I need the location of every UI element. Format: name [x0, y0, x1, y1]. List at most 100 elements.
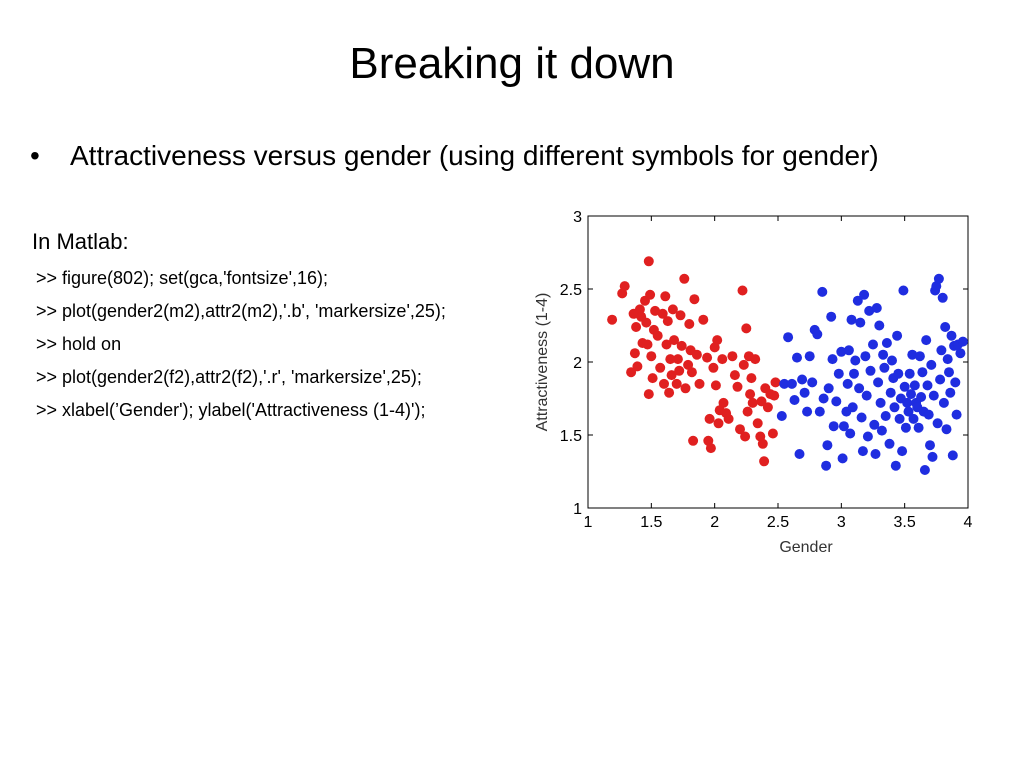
data-point-s1-53 — [875, 397, 886, 408]
data-point-s1-73 — [902, 397, 913, 408]
data-point-s1-108 — [946, 330, 957, 341]
data-point-s1-43 — [861, 390, 872, 401]
data-point-s0-77 — [752, 418, 763, 429]
x-tick-label: 4 — [964, 514, 973, 531]
code-line-3: >> hold on — [36, 334, 122, 354]
data-point-s1-11 — [807, 377, 818, 388]
data-point-s0-7 — [632, 361, 643, 372]
data-point-s0-51 — [704, 413, 715, 424]
data-point-s0-27 — [662, 316, 673, 327]
data-point-s0-83 — [762, 402, 773, 413]
data-point-s0-43 — [686, 367, 697, 378]
data-point-s1-111 — [950, 377, 961, 388]
data-point-s1-107 — [945, 387, 956, 398]
bullet-icon: • — [30, 140, 40, 171]
data-point-s1-102 — [938, 397, 949, 408]
code-line-1: >> figure(802); set(gca,'fontsize',16); — [36, 268, 329, 288]
data-point-s0-26 — [661, 339, 672, 350]
data-point-s1-40 — [857, 446, 868, 457]
data-point-s1-8 — [799, 387, 810, 398]
y-tick-label: 1 — [573, 501, 582, 518]
data-point-s0-0 — [607, 314, 618, 325]
y-tick-label: 2 — [573, 355, 582, 372]
data-point-s1-0 — [776, 411, 787, 421]
data-point-s1-48 — [869, 419, 880, 430]
data-point-s1-20 — [826, 311, 837, 322]
y-tick-label: 3 — [573, 209, 582, 226]
data-point-s1-13 — [812, 329, 823, 340]
data-point-s0-70 — [741, 323, 752, 334]
data-point-s0-38 — [679, 273, 690, 284]
data-point-s0-60 — [718, 397, 729, 408]
data-point-s0-52 — [705, 443, 716, 454]
data-point-s0-6 — [631, 322, 642, 332]
data-point-s0-2 — [619, 281, 630, 292]
y-axis-label: Attractiveness (1-4) — [534, 293, 551, 432]
data-point-s1-105 — [942, 354, 953, 365]
data-point-s0-25 — [660, 291, 671, 302]
data-point-s1-67 — [894, 413, 905, 424]
data-point-s1-89 — [922, 380, 933, 391]
data-point-s1-54 — [876, 425, 887, 436]
data-point-s1-88 — [921, 335, 932, 346]
data-point-s0-47 — [694, 378, 705, 389]
data-point-s1-103 — [940, 322, 951, 332]
data-point-s1-74 — [903, 406, 914, 417]
data-point-s0-65 — [732, 381, 743, 392]
data-point-s0-62 — [723, 413, 734, 424]
data-point-s0-73 — [745, 389, 756, 400]
x-tick-label: 3.5 — [894, 514, 916, 531]
data-point-s1-2 — [783, 332, 794, 343]
data-point-s0-66 — [735, 424, 745, 435]
data-point-s0-32 — [669, 335, 680, 346]
data-point-s1-19 — [823, 383, 834, 394]
data-point-s1-61 — [887, 355, 897, 366]
data-point-s1-115 — [957, 336, 968, 347]
data-point-s0-3 — [626, 367, 637, 378]
data-point-s1-26 — [837, 453, 848, 464]
data-point-s1-5 — [792, 352, 802, 363]
data-point-s1-84 — [916, 392, 927, 402]
data-point-s1-18 — [822, 440, 833, 451]
data-point-s1-47 — [868, 339, 878, 350]
data-point-s1-29 — [842, 378, 853, 389]
code-line-2: >> plot(gender2(m2),attr2(m2),'.b', 'mar… — [36, 301, 446, 321]
data-point-s1-25 — [836, 346, 847, 357]
bullet-point: • Attractiveness versus gender (using dif… — [30, 136, 879, 176]
data-points — [607, 256, 968, 475]
data-point-s1-85 — [917, 367, 928, 378]
data-point-s1-69 — [897, 446, 908, 457]
x-tick-label: 1.5 — [640, 514, 662, 531]
data-point-s0-23 — [657, 308, 668, 319]
data-point-s1-114 — [955, 348, 966, 359]
data-point-s1-70 — [898, 285, 909, 296]
data-point-s1-65 — [892, 330, 903, 341]
data-point-s1-36 — [852, 295, 863, 306]
data-point-s0-71 — [742, 406, 753, 417]
data-point-s0-85 — [767, 428, 778, 439]
data-point-s1-94 — [928, 390, 939, 401]
data-point-s0-80 — [757, 438, 768, 449]
data-point-s0-16 — [645, 289, 656, 300]
data-point-s0-86 — [769, 390, 780, 401]
data-point-s1-106 — [944, 367, 954, 378]
data-point-s1-10 — [804, 351, 815, 362]
data-point-s1-22 — [828, 421, 839, 432]
data-point-s0-45 — [689, 294, 700, 305]
x-tick-label: 1 — [584, 514, 593, 531]
data-point-s1-71 — [899, 381, 910, 392]
data-point-s1-51 — [873, 377, 884, 388]
data-point-s0-53 — [708, 362, 719, 373]
data-point-s1-92 — [926, 359, 937, 370]
data-point-s1-78 — [908, 413, 919, 424]
data-point-s1-55 — [878, 349, 889, 360]
y-tick-label: 1.5 — [560, 428, 582, 445]
x-tick-label: 2 — [710, 514, 719, 531]
data-point-s1-23 — [831, 396, 842, 407]
data-point-s1-93 — [927, 451, 938, 462]
data-point-s1-37 — [854, 383, 865, 394]
x-tick-label: 3 — [837, 514, 846, 531]
x-axis-label: Gender — [779, 539, 833, 556]
data-point-s0-48 — [698, 314, 709, 325]
data-point-s0-76 — [750, 354, 761, 365]
